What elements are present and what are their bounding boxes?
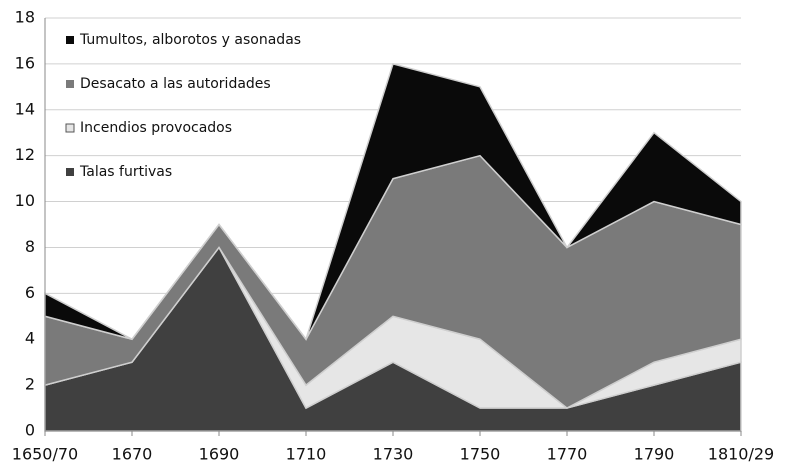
x-tick-label: 1650/70 [12, 445, 78, 464]
x-tick-label: 1710 [286, 445, 327, 464]
y-tick-label: 18 [15, 8, 35, 27]
x-tick-label: 1810/29 [708, 445, 774, 464]
y-tick-label: 12 [15, 145, 35, 164]
y-tick-label: 16 [15, 53, 35, 72]
y-tick-label: 0 [25, 421, 35, 440]
legend-swatch [65, 123, 75, 133]
y-tick-label: 10 [15, 191, 35, 210]
legend-swatch [66, 80, 74, 88]
legend-swatch [66, 36, 74, 44]
y-tick-label: 8 [25, 237, 35, 256]
area [44, 62, 742, 341]
legend-label: Incendios provocados [80, 120, 232, 136]
y-tick-label: 4 [25, 329, 35, 348]
y-tick-label: 14 [15, 99, 35, 118]
x-tick-label: 1730 [373, 445, 414, 464]
x-tick-label: 1790 [634, 445, 675, 464]
x-tick-label: 1670 [112, 445, 153, 464]
y-tick-label: 6 [25, 283, 35, 302]
legend-label: Tumultos, alborotos y asonadas [79, 32, 301, 48]
legend-label: Desacato a las autoridades [80, 76, 271, 92]
x-tick-label: 1690 [199, 445, 240, 464]
y-tick-label: 2 [25, 375, 35, 394]
x-tick-label: 1750 [460, 445, 501, 464]
legend-swatch [66, 168, 74, 176]
legend-label: Talas furtivas [79, 164, 172, 180]
x-tick-label: 1770 [547, 445, 588, 464]
